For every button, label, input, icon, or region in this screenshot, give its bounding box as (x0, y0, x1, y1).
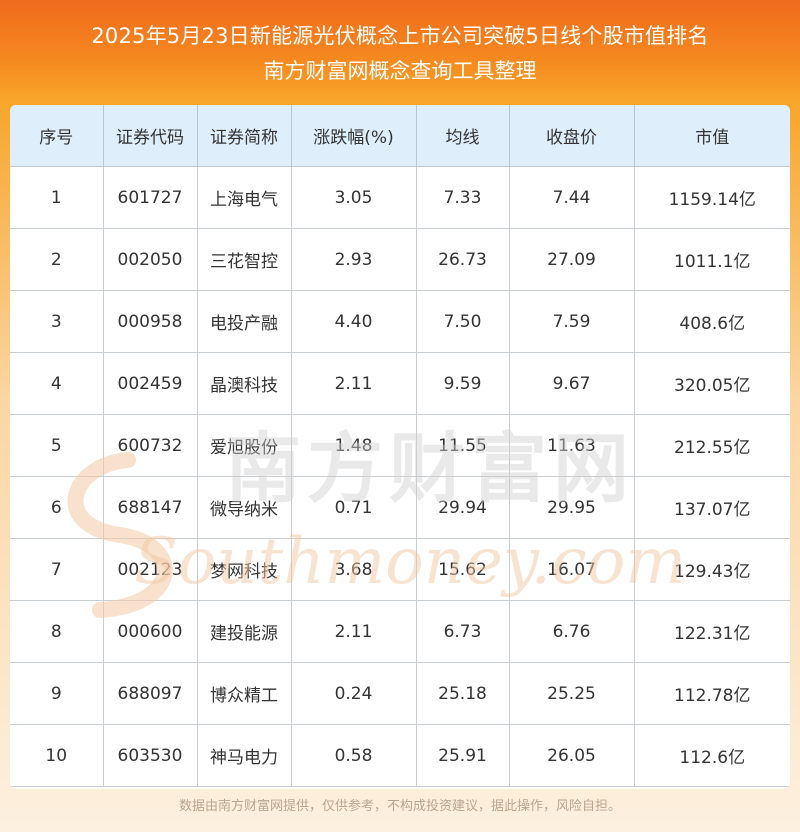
cell-code: 603530 (103, 724, 198, 787)
cell-ma: 26.73 (416, 228, 510, 291)
cell-code: 000958 (103, 290, 198, 353)
cell-close: 27.09 (509, 228, 635, 291)
cell-close: 25.25 (509, 662, 635, 725)
cell-ma: 29.94 (416, 476, 510, 539)
cell-code: 600732 (103, 414, 198, 477)
cell-ma: 25.91 (416, 724, 510, 787)
col-header-mktcap: 市值 (634, 105, 790, 167)
cell-code: 002123 (103, 538, 198, 601)
cell-code: 000600 (103, 600, 198, 663)
table-row: 10 603530 神马电力 0.58 25.91 26.05 112.6亿 (10, 724, 790, 787)
cell-change: 3.68 (291, 538, 417, 601)
cell-mktcap: 112.78亿 (634, 662, 790, 725)
stock-table: 序号 证券代码 证券简称 涨跌幅(%) 均线 收盘价 市值 1 601727 上… (10, 105, 790, 787)
cell-change: 4.40 (291, 290, 417, 353)
table-row: 9 688097 博众精工 0.24 25.18 25.25 112.78亿 (10, 662, 790, 725)
page-subtitle: 南方财富网概念查询工具整理 (263, 59, 537, 83)
cell-index: 9 (10, 662, 104, 725)
cell-change: 2.11 (291, 352, 417, 415)
cell-index: 8 (10, 600, 104, 663)
cell-change: 0.24 (291, 662, 417, 725)
cell-change: 3.05 (291, 166, 417, 229)
cell-ma: 7.33 (416, 166, 510, 229)
cell-name: 爱旭股份 (197, 414, 292, 477)
cell-name: 晶澳科技 (197, 352, 292, 415)
cell-mktcap: 1159.14亿 (634, 166, 790, 229)
table-row: 8 000600 建投能源 2.11 6.73 6.76 122.31亿 (10, 600, 790, 663)
cell-close: 26.05 (509, 724, 635, 787)
table-row: 2 002050 三花智控 2.93 26.73 27.09 1011.1亿 (10, 228, 790, 291)
cell-mktcap: 137.07亿 (634, 476, 790, 539)
col-header-index: 序号 (10, 105, 104, 167)
cell-name: 建投能源 (197, 600, 292, 663)
cell-close: 6.76 (509, 600, 635, 663)
cell-name: 上海电气 (197, 166, 292, 229)
col-header-name: 证券简称 (197, 105, 292, 167)
col-header-close: 收盘价 (509, 105, 635, 167)
cell-name: 博众精工 (197, 662, 292, 725)
cell-mktcap: 408.6亿 (634, 290, 790, 353)
cell-index: 10 (10, 724, 104, 787)
cell-index: 4 (10, 352, 104, 415)
cell-close: 7.44 (509, 166, 635, 229)
cell-code: 688097 (103, 662, 198, 725)
cell-index: 1 (10, 166, 104, 229)
cell-close: 11.63 (509, 414, 635, 477)
cell-close: 29.95 (509, 476, 635, 539)
table-row: 6 688147 微导纳米 0.71 29.94 29.95 137.07亿 (10, 476, 790, 539)
table-row: 5 600732 爱旭股份 1.48 11.55 11.63 212.55亿 (10, 414, 790, 477)
cell-change: 0.58 (291, 724, 417, 787)
cell-ma: 7.50 (416, 290, 510, 353)
cell-ma: 6.73 (416, 600, 510, 663)
cell-mktcap: 112.6亿 (634, 724, 790, 787)
table-row: 3 000958 电投产融 4.40 7.50 7.59 408.6亿 (10, 290, 790, 353)
cell-code: 002050 (103, 228, 198, 291)
cell-change: 1.48 (291, 414, 417, 477)
cell-ma: 9.59 (416, 352, 510, 415)
cell-code: 002459 (103, 352, 198, 415)
cell-index: 7 (10, 538, 104, 601)
cell-change: 2.93 (291, 228, 417, 291)
table-row: 4 002459 晶澳科技 2.11 9.59 9.67 320.05亿 (10, 352, 790, 415)
cell-mktcap: 1011.1亿 (634, 228, 790, 291)
page-title: 2025年5月23日新能源光伏概念上市公司突破5日线个股市值排名 (91, 24, 709, 48)
footer-disclaimer: 数据由南方财富网提供，仅供参考，不构成投资建议，据此操作，风险自担。 (178, 799, 621, 814)
cell-index: 6 (10, 476, 104, 539)
table-header-row: 序号 证券代码 证券简称 涨跌幅(%) 均线 收盘价 市值 (10, 105, 790, 167)
cell-name: 梦网科技 (197, 538, 292, 601)
cell-ma: 11.55 (416, 414, 510, 477)
cell-index: 3 (10, 290, 104, 353)
table-row: 1 601727 上海电气 3.05 7.33 7.44 1159.14亿 (10, 166, 790, 229)
cell-change: 2.11 (291, 600, 417, 663)
table-row: 7 002123 梦网科技 3.68 15.62 16.07 129.43亿 (10, 538, 790, 601)
cell-mktcap: 320.05亿 (634, 352, 790, 415)
cell-mktcap: 212.55亿 (634, 414, 790, 477)
cell-change: 0.71 (291, 476, 417, 539)
header: 2025年5月23日新能源光伏概念上市公司突破5日线个股市值排名 南方财富网概念… (0, 0, 800, 100)
cell-close: 9.67 (509, 352, 635, 415)
col-header-ma: 均线 (416, 105, 510, 167)
data-table-card: 序号 证券代码 证券简称 涨跌幅(%) 均线 收盘价 市值 1 601727 上… (10, 105, 790, 789)
cell-ma: 15.62 (416, 538, 510, 601)
cell-code: 688147 (103, 476, 198, 539)
cell-name: 微导纳米 (197, 476, 292, 539)
cell-name: 三花智控 (197, 228, 292, 291)
cell-name: 神马电力 (197, 724, 292, 787)
cell-mktcap: 122.31亿 (634, 600, 790, 663)
cell-mktcap: 129.43亿 (634, 538, 790, 601)
col-header-code: 证券代码 (103, 105, 198, 167)
cell-close: 7.59 (509, 290, 635, 353)
cell-index: 2 (10, 228, 104, 291)
cell-index: 5 (10, 414, 104, 477)
cell-code: 601727 (103, 166, 198, 229)
cell-name: 电投产融 (197, 290, 292, 353)
cell-close: 16.07 (509, 538, 635, 601)
cell-ma: 25.18 (416, 662, 510, 725)
col-header-change: 涨跌幅(%) (291, 105, 417, 167)
